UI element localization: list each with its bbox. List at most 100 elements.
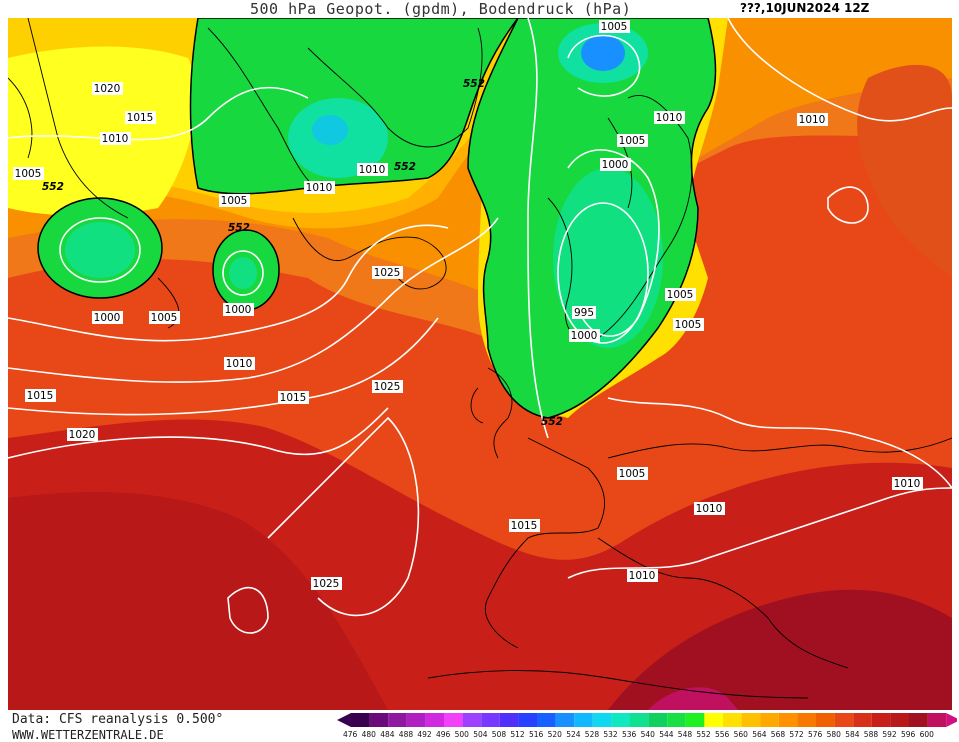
scale-swatch [741,713,761,727]
isobar-b [8,224,449,342]
map-title: 500 hPa Geopot. (gpdm), Bodendruck (hPa) [250,0,632,18]
scale-swatch [518,713,537,727]
pressure-label: 1010 [892,477,923,490]
scale-swatch [760,713,779,727]
scale-tick-label: 540 [640,730,655,739]
mediterranean-coast [597,537,849,669]
scale-tick-label: 544 [659,730,674,739]
scale-swatch [927,713,947,727]
pressure-label: 1015 [125,111,156,124]
scale-arrow-left [337,713,351,727]
band-592-west [8,492,388,710]
scale-tick-label: 504 [473,730,488,739]
band-556-west [8,46,197,216]
pressure-label: 1010 [627,569,658,582]
scale-swatch [499,713,519,727]
scale-swatch [351,713,370,727]
band-592-east [608,589,952,710]
svg-text:1005: 1005 [667,289,694,301]
pressure-labels: 1005 1020 1015 1010 1005 1005 1000 1005 … [13,20,923,590]
scale-tick-label: 500 [454,730,469,739]
scale-swatch [406,713,426,727]
svg-text:1005: 1005 [221,195,248,207]
scale-tick-label: 484 [380,730,395,739]
scale-swatch [685,713,705,727]
scale-swatch [630,713,649,727]
pressure-label: 1020 [92,82,123,95]
band-east-warm [857,64,952,278]
svg-text:1025: 1025 [313,578,340,590]
svg-text:1005: 1005 [619,135,646,147]
scale-swatch [444,713,463,727]
scale-tick-label: 596 [901,730,916,739]
geopotential-label: 552 [394,161,416,173]
scale-tick-label: 580 [826,730,841,739]
scale-swatch [871,713,891,727]
scale-tick-label: 492 [417,730,432,739]
pressure-label: 1000 [569,329,600,342]
svg-text:1010: 1010 [359,164,386,176]
scale-swatch [909,713,928,727]
scale-tick-label: 520 [547,730,562,739]
scale-swatch [853,713,872,727]
svg-text:1025: 1025 [374,267,401,279]
low-core-north-inner [581,35,625,71]
scale-swatch [369,713,389,727]
isobar-h [567,149,660,337]
pressure-label: 1000 [600,158,631,171]
svg-text:1010: 1010 [894,478,921,490]
svg-text:1000: 1000 [94,312,121,324]
scale-swatch [555,713,575,727]
scale-tick-label: 476 [343,730,358,739]
scale-tick-label: 508 [491,730,507,739]
scale-swatch [611,713,630,727]
scale-swatch [462,713,482,727]
scale-swatch [574,713,593,727]
isobar-low-west [59,217,141,283]
isobars [8,18,952,634]
scale-tick-label: 588 [863,730,879,739]
iceland-coast [292,217,447,290]
svg-text:1010: 1010 [306,182,333,194]
svg-text:1005: 1005 [15,168,42,180]
isobar-n [227,586,269,634]
pressure-label: 1015 [278,391,309,404]
scale-tick-label: 496 [436,730,451,739]
svg-text:1010: 1010 [102,133,129,145]
scale-swatch [723,713,742,727]
pressure-label: 1010 [694,502,725,515]
geopotential-label: 552 [463,78,485,90]
canada-coast [8,18,129,219]
pressure-label: 1005 [13,167,44,180]
website-link[interactable]: WWW.WETTERZENTRALE.DE [12,728,164,742]
forecast-datetime: ???,10JUN2024 12Z [740,1,870,15]
svg-text:1010: 1010 [799,114,826,126]
svg-text:1010: 1010 [226,358,253,370]
low-atlantic-west-inner [65,222,135,278]
isobar-a [8,86,309,141]
pressure-label: 1005 [599,20,630,33]
isobar-f [267,416,420,617]
map-canvas: 1005 1020 1015 1010 1005 1005 1000 1005 … [8,18,952,710]
scale-arrow-right [946,713,957,727]
pressure-label: 1010 [357,163,388,176]
scale-tick-label: 488 [398,730,414,739]
pressure-label: 1005 [149,311,180,324]
svg-text:1020: 1020 [94,83,121,95]
svg-text:1000: 1000 [571,330,598,342]
pressure-label: 1010 [654,111,685,124]
isobar-k [567,487,952,579]
scale-swatch [592,713,612,727]
isobar-g [527,18,549,439]
svg-text:1005: 1005 [601,21,628,33]
pressure-label: 1010 [224,357,255,370]
isobar-j [607,397,952,489]
scale-tick-label: 568 [770,730,786,739]
france-iberia-coast [484,437,605,649]
svg-text:1015: 1015 [511,520,538,532]
svg-text:1015: 1015 [280,392,307,404]
pressure-label: 1005 [219,194,250,207]
svg-text:1005: 1005 [619,468,646,480]
scale-swatch [537,713,556,727]
scale-tick-label: 572 [789,730,804,739]
